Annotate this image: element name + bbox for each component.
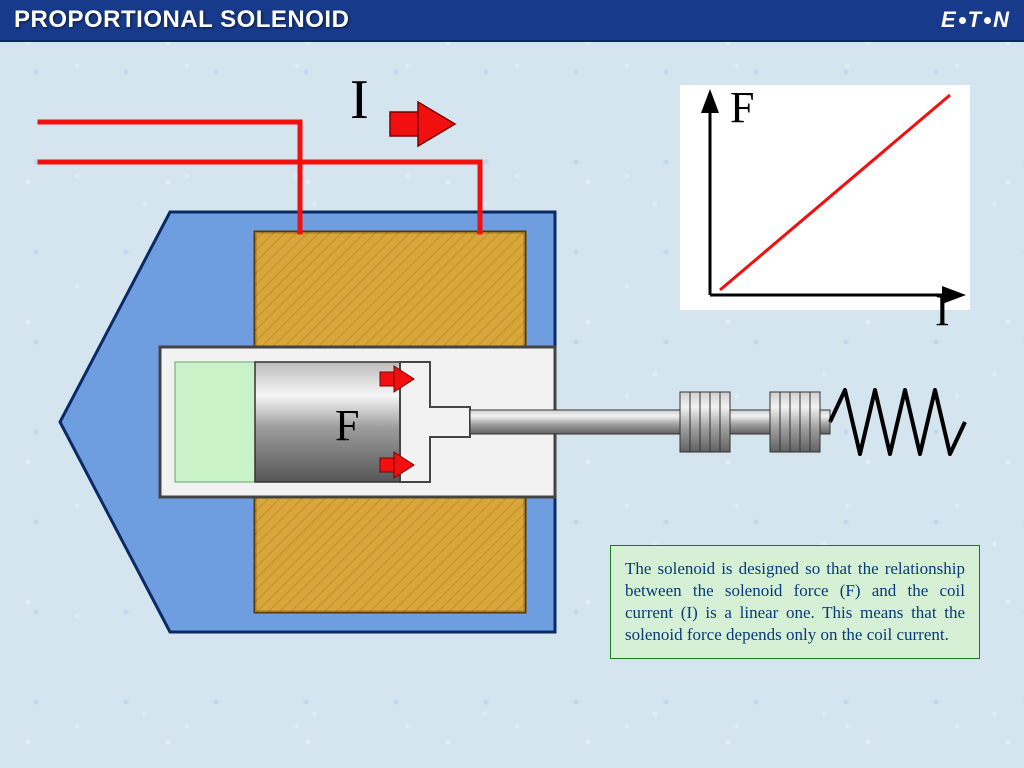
plunger (255, 362, 400, 482)
current-arrow-icon (390, 102, 455, 146)
chart-y-label: F (730, 82, 754, 133)
chart-x-label: I (935, 285, 950, 336)
description-text: The solenoid is designed so that the rel… (625, 559, 965, 644)
fi-chart (680, 85, 970, 310)
rod-connector-right (770, 392, 820, 452)
slide-stage: PROPORTIONAL SOLENOID E T N I F F I (0, 0, 1024, 768)
description-box: The solenoid is designed so that the rel… (610, 545, 980, 659)
spring-icon (830, 390, 965, 454)
force-label: F (335, 400, 359, 451)
logo-dot-icon (984, 17, 991, 24)
brand-logo: E T N (941, 7, 1010, 33)
fi-chart-svg (680, 85, 970, 310)
slide-title: PROPORTIONAL SOLENOID (14, 6, 349, 34)
title-bar: PROPORTIONAL SOLENOID E T N (0, 0, 1024, 40)
logo-dot-icon (959, 17, 966, 24)
end-pad (175, 362, 255, 482)
linear-plot (720, 95, 950, 290)
rod-connector-left (680, 392, 730, 452)
current-label: I (350, 68, 369, 132)
